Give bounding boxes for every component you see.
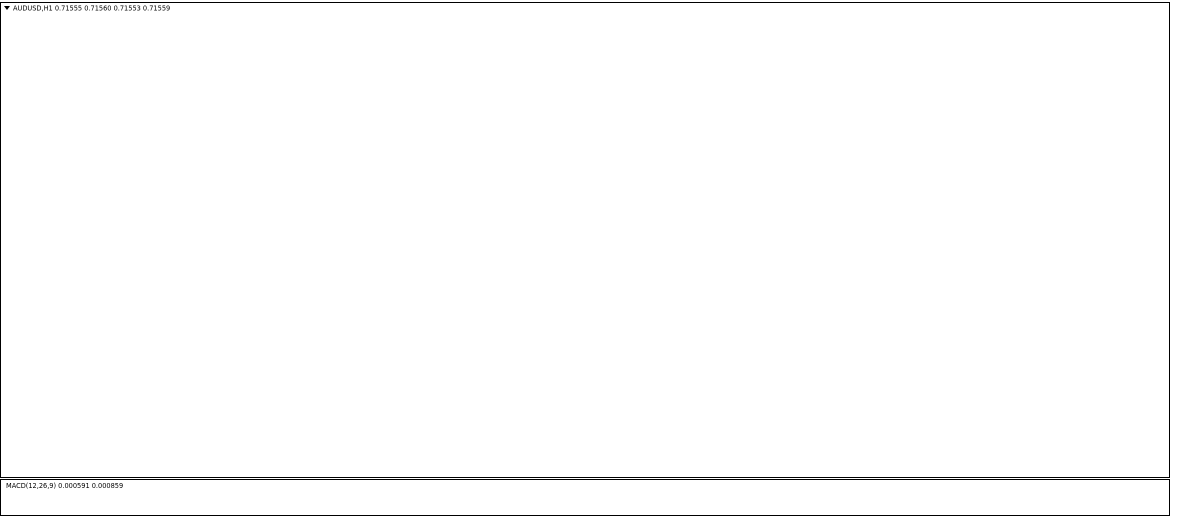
macd-frame [0, 479, 1170, 516]
main-frame [0, 2, 1170, 478]
macd-title: MACD(12,26,9) 0.000591 0.000859 [6, 482, 123, 490]
chart-title: AUDUSD,H1 0.71555 0.71560 0.71553 0.7155… [13, 5, 170, 13]
menu-icon[interactable] [4, 6, 10, 10]
